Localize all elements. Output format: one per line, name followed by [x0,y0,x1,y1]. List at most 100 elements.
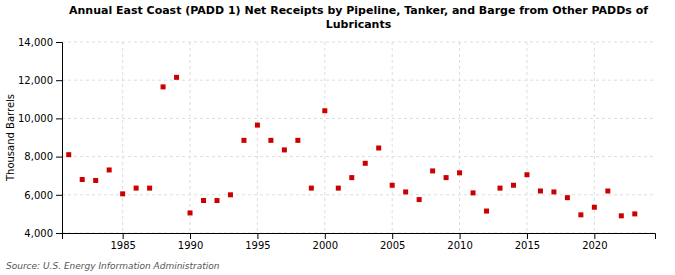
x-tick-label: 2000 [313,240,338,251]
x-tick-label: 2015 [515,240,540,251]
point [444,175,449,180]
point [565,195,570,200]
x-grid-line [122,42,123,233]
x-grid-line [392,42,393,233]
x-axis-line [63,234,656,240]
x-grid-line [257,42,258,233]
y-tick-label: 4,000 [24,228,53,239]
point [228,192,233,197]
y-tick: 4,000 [24,228,62,239]
point [120,191,125,196]
point [363,161,368,166]
title: Annual East Coast (PADD 1) Net Receipts … [69,4,648,31]
point [295,138,300,143]
point [188,210,193,215]
point [403,189,408,194]
x-grid-line [594,42,595,233]
point [107,167,112,172]
point [147,186,152,191]
point [214,198,219,203]
y-tick-mark [56,195,62,196]
y-tick-mark [56,233,62,234]
x-tick: 1995 [245,233,270,251]
point [336,186,341,191]
points [66,75,637,218]
point [282,147,287,152]
point [134,186,139,191]
point [592,205,597,210]
y-tick: 14,000 [18,37,62,48]
y-tick-label: 8,000 [24,151,53,162]
y-grid-line [62,42,655,43]
x-tick-label: 1995 [245,240,270,251]
x-tick-mark [594,233,595,239]
point [632,211,637,216]
x-tick-label: 2010 [447,240,472,251]
y-axis-label: Thousand Barrels [5,94,16,182]
x-tick-mark [460,233,461,239]
point [93,178,98,183]
point [66,152,71,157]
x-grid-line [324,42,325,233]
x-tick-mark [123,233,124,239]
x-tick-mark [527,233,528,239]
source-note: Source: U.S. Energy Information Administ… [6,261,220,271]
point [376,146,381,151]
y-grid-line [62,156,655,157]
y-tick: 12,000 [18,75,62,86]
y-tick-mark [56,80,62,81]
x-tick-label: 2020 [582,240,607,251]
y-tick: 10,000 [18,113,62,124]
point [174,75,179,80]
point [322,108,327,113]
x-tick: 1990 [178,233,203,251]
point [619,213,624,218]
y-grid-line [62,80,655,81]
y-tick-mark [56,42,62,43]
point [498,186,503,191]
point [255,123,260,128]
point [511,183,516,188]
x-axis: 1985 1990 1995 2000 2005 2010 2015 2020 [63,233,656,251]
point [484,209,489,214]
point [201,198,206,203]
x-tick: 2005 [380,233,405,251]
x-tick: 2010 [447,233,472,251]
x-tick: 2015 [515,233,540,251]
point [471,190,476,195]
y-axis-line [56,43,63,234]
x-grid-line [190,42,191,233]
point [417,197,422,202]
y-grid-line [62,118,655,119]
point [390,183,395,188]
point [241,138,246,143]
y-axis: 4,000 6,000 8,000 10,000 12,000 14,000 [18,37,63,239]
y-tick-label: 6,000 [24,190,53,201]
y-tick-mark [56,118,62,119]
point [605,188,610,193]
point [309,186,314,191]
x-tick-mark [392,233,393,239]
y-tick: 6,000 [24,190,62,201]
point [80,177,85,182]
point [578,212,583,217]
x-grid-line [526,42,527,233]
x-tick-label: 2005 [380,240,405,251]
point [551,189,556,194]
x-tick-label: 1985 [110,240,135,251]
x-tick-mark [190,233,191,239]
x-tick: 1985 [110,233,135,251]
x-tick-mark [325,233,326,239]
y-tick: 8,000 [24,151,62,162]
point [524,172,529,177]
point [349,175,354,180]
x-tick: 2000 [313,233,338,251]
y-tick-label: 14,000 [18,37,53,48]
y-tick-mark [56,157,62,158]
point [457,170,462,175]
y-grid-line [62,194,655,195]
x-tick-mark [257,233,258,239]
point [430,168,435,173]
y-tick-label: 10,000 [18,113,53,124]
point [268,138,273,143]
